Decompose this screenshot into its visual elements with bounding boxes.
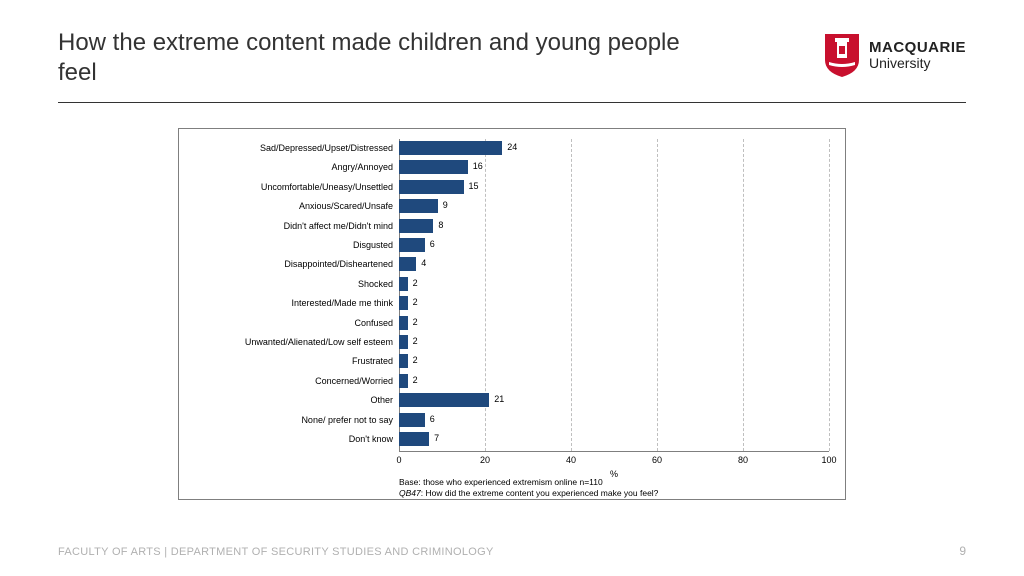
bar-value: 9 xyxy=(443,200,448,210)
bar xyxy=(399,296,408,310)
bar-value: 6 xyxy=(430,414,435,424)
bar-label: None/ prefer not to say xyxy=(183,415,393,425)
bar-row: Interested/Made me think2 xyxy=(399,296,829,310)
bar-label: Didn't affect me/Didn't mind xyxy=(183,221,393,231)
bar-value: 7 xyxy=(434,433,439,443)
bar-row: Uncomfortable/Uneasy/Unsettled15 xyxy=(399,180,829,194)
bar-row: Disappointed/Disheartened4 xyxy=(399,257,829,271)
bar xyxy=(399,238,425,252)
bar-label: Don't know xyxy=(183,434,393,444)
bar-row: Sad/Depressed/Upset/Distressed24 xyxy=(399,141,829,155)
logo-text: MACQUARIE University xyxy=(869,40,966,70)
x-tick: 0 xyxy=(396,455,401,465)
bar-value: 2 xyxy=(413,375,418,385)
bar-value: 15 xyxy=(469,181,479,191)
bar-row: Disgusted6 xyxy=(399,238,829,252)
bar xyxy=(399,413,425,427)
bar-label: Other xyxy=(183,395,393,405)
bar xyxy=(399,432,429,446)
bar xyxy=(399,316,408,330)
bar-row: None/ prefer not to say6 xyxy=(399,413,829,427)
bar-value: 16 xyxy=(473,161,483,171)
bar-label: Sad/Depressed/Upset/Distressed xyxy=(183,143,393,153)
bar-row: Anxious/Scared/Unsafe9 xyxy=(399,199,829,213)
bar-label: Disgusted xyxy=(183,240,393,250)
bar xyxy=(399,393,489,407)
bar-value: 24 xyxy=(507,142,517,152)
x-tick: 80 xyxy=(738,455,748,465)
header-divider xyxy=(58,102,966,103)
logo-line2: University xyxy=(869,56,966,71)
bar-row: Confused2 xyxy=(399,316,829,330)
x-tick: 100 xyxy=(821,455,836,465)
x-tick: 40 xyxy=(566,455,576,465)
bar xyxy=(399,219,433,233)
x-tick: 60 xyxy=(652,455,662,465)
bar-label: Uncomfortable/Uneasy/Unsettled xyxy=(183,182,393,192)
caption-qtext: : How did the extreme content you experi… xyxy=(421,488,659,498)
slide-title: How the extreme content made children an… xyxy=(58,28,698,88)
bar xyxy=(399,180,464,194)
bar-row: Don't know7 xyxy=(399,432,829,446)
bar-label: Shocked xyxy=(183,279,393,289)
bar-label: Anxious/Scared/Unsafe xyxy=(183,201,393,211)
bar-label: Angry/Annoyed xyxy=(183,162,393,172)
bar-row: Frustrated2 xyxy=(399,354,829,368)
x-axis-line xyxy=(399,451,829,452)
bar-value: 8 xyxy=(438,220,443,230)
logo-line1: MACQUARIE xyxy=(869,40,966,56)
bar-row: Other21 xyxy=(399,393,829,407)
bar-value: 2 xyxy=(413,317,418,327)
bar-row: Concerned/Worried2 xyxy=(399,374,829,388)
bar-label: Interested/Made me think xyxy=(183,298,393,308)
bar-label: Concerned/Worried xyxy=(183,376,393,386)
bar-row: Unwanted/Alienated/Low self esteem2 xyxy=(399,335,829,349)
bar-value: 2 xyxy=(413,336,418,346)
bar xyxy=(399,160,468,174)
shield-icon xyxy=(823,32,861,78)
university-logo: MACQUARIE University xyxy=(823,32,966,78)
bar xyxy=(399,257,416,271)
bar-label: Confused xyxy=(183,318,393,328)
bar-value: 2 xyxy=(413,297,418,307)
bar xyxy=(399,354,408,368)
caption-base: Base: those who experienced extremism on… xyxy=(399,477,658,488)
bar-row: Didn't affect me/Didn't mind8 xyxy=(399,219,829,233)
chart-container: % 020406080100Sad/Depressed/Upset/Distre… xyxy=(178,128,846,500)
caption-question: QB47: How did the extreme content you ex… xyxy=(399,488,658,499)
bar-value: 2 xyxy=(413,278,418,288)
bar xyxy=(399,335,408,349)
bar-label: Frustrated xyxy=(183,356,393,366)
x-tick: 20 xyxy=(480,455,490,465)
bar-value: 4 xyxy=(421,258,426,268)
plot-area: % 020406080100Sad/Depressed/Upset/Distre… xyxy=(399,139,829,451)
slide-header: How the extreme content made children an… xyxy=(58,28,966,88)
bar-value: 6 xyxy=(430,239,435,249)
caption-qcode: QB47 xyxy=(399,488,421,498)
bar-row: Shocked2 xyxy=(399,277,829,291)
bar xyxy=(399,277,408,291)
page-number: 9 xyxy=(959,544,966,558)
bar-label: Unwanted/Alienated/Low self esteem xyxy=(183,337,393,347)
bar xyxy=(399,374,408,388)
bar-value: 2 xyxy=(413,355,418,365)
bar-row: Angry/Annoyed16 xyxy=(399,160,829,174)
bar-label: Disappointed/Disheartened xyxy=(183,259,393,269)
bar xyxy=(399,199,438,213)
chart-caption: Base: those who experienced extremism on… xyxy=(399,477,658,499)
footer-dept: FACULTY OF ARTS | DEPARTMENT OF SECURITY… xyxy=(58,546,494,558)
bar-value: 21 xyxy=(494,394,504,404)
bar xyxy=(399,141,502,155)
